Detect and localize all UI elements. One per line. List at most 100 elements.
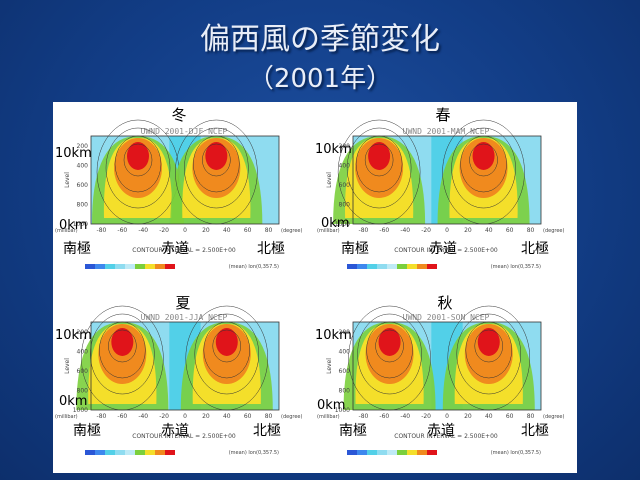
x-tick-label: 20 xyxy=(464,413,472,420)
colorbar-swatch xyxy=(145,264,155,269)
x-tick-label: -40 xyxy=(138,413,148,420)
y-axis-label: Level xyxy=(64,358,71,374)
contour-interval-text: CONTOUR INTERVAL = 2.500E+00 xyxy=(394,433,498,440)
x-tick-label: -20 xyxy=(159,227,169,234)
x-tick-label: 80 xyxy=(265,227,273,234)
contour-line xyxy=(456,313,522,395)
equator-label: 赤道 xyxy=(429,241,457,257)
y-axis-label: Level xyxy=(326,358,333,374)
x-tick-label: 40 xyxy=(223,413,231,420)
panel-summer: UWND_2001-JJA_NCEP -80 -60 -40 -20 0 20 40 60 80 2… xyxy=(53,288,315,473)
jet-stream-north xyxy=(170,119,263,225)
x-tick-label: 20 xyxy=(202,227,210,234)
x-tick-label: -60 xyxy=(379,413,389,420)
x-unit-label: (degree) xyxy=(281,228,302,234)
south-pole-label: 南極 xyxy=(339,423,367,439)
y-tick-label: 1000 xyxy=(335,221,350,228)
contour-line xyxy=(375,329,404,363)
y-tick-label: 400 xyxy=(339,162,351,169)
contour-line xyxy=(469,143,498,177)
contour-plot: UWND_2001-JJA_NCEP -80 -60 -40 -20 0 20 40 60 80 2… xyxy=(55,305,302,456)
x-tick-label: 0 xyxy=(183,227,187,234)
x-tick-label: -20 xyxy=(421,227,431,234)
x-unit-label: (degree) xyxy=(543,228,564,234)
plot-frame xyxy=(352,135,542,225)
jet-core xyxy=(368,142,391,170)
colorbar-swatch xyxy=(115,450,125,455)
contour-line xyxy=(202,143,231,177)
y-tick-label: 600 xyxy=(77,182,89,189)
slide-subtitle: （2001年） xyxy=(247,64,393,94)
x-unit-label: (degree) xyxy=(543,414,564,420)
jet-stream-south xyxy=(92,119,184,225)
colorbar-swatch xyxy=(397,450,407,455)
y-tick-label: 1000 xyxy=(73,221,88,228)
y-unit-label: (millibar) xyxy=(317,414,340,420)
colorbar-swatch xyxy=(125,450,135,455)
y-tick-label: 200 xyxy=(339,329,351,336)
jet-stream-north xyxy=(180,305,273,411)
x-tick-label: 80 xyxy=(527,413,535,420)
colorbar-swatch xyxy=(115,264,125,269)
height-label-bottom: 0km xyxy=(321,216,350,231)
contour-plot: UWND_2001-SON_NCEP -80 -60 -40 -20 0 20 40 60 80 2… xyxy=(317,305,564,456)
jet-core xyxy=(111,328,134,356)
y-tick-label: 400 xyxy=(77,348,89,355)
x-tick-label: -60 xyxy=(379,227,389,234)
plot-header: UWND_2001-JJA_NCEP xyxy=(141,313,228,322)
x-tick-label: -40 xyxy=(400,227,410,234)
colorbar-swatch xyxy=(427,264,437,269)
height-label-top: 10km xyxy=(315,328,352,343)
y-axis-label: Level xyxy=(326,172,333,188)
colorbar-swatch xyxy=(105,264,115,269)
x-tick-label: 20 xyxy=(464,227,472,234)
contour-interval-text: CONTOUR INTERVAL = 2.500E+00 xyxy=(132,247,236,254)
x-tick-label: 60 xyxy=(506,227,514,234)
contour-interval-text: CONTOUR INTERVAL = 2.500E+00 xyxy=(394,247,498,254)
y-tick-label: 600 xyxy=(77,368,89,375)
colorbar-swatch xyxy=(367,450,377,455)
contour-line xyxy=(123,143,153,177)
plot-header: UWND_2001-DJF_NCEP xyxy=(141,127,228,136)
plot-header: UWND_2001-MAM_NCEP xyxy=(403,127,490,136)
jet-stream-south xyxy=(343,305,436,411)
jet-core xyxy=(127,142,149,170)
y-tick-label: 800 xyxy=(339,201,351,208)
colorbar-swatch xyxy=(155,264,165,269)
equator-label: 赤道 xyxy=(427,423,455,439)
y-tick-label: 1000 xyxy=(73,407,88,414)
plot-header: UWND_2001-SON_NCEP xyxy=(403,313,490,322)
colorbar-swatch xyxy=(407,264,417,269)
height-label-bottom: 0km xyxy=(59,218,88,233)
x-tick-label: 60 xyxy=(506,413,514,420)
contour-line xyxy=(474,329,504,363)
colorbar-swatch xyxy=(95,450,105,455)
x-tick-label: -80 xyxy=(359,227,369,234)
colorbar-swatch xyxy=(387,450,397,455)
contour-interval-text: CONTOUR INTERVAL = 2.500E+00 xyxy=(132,433,236,440)
colorbar-swatch xyxy=(85,450,95,455)
season-label: 秋 xyxy=(437,294,453,312)
jet-core xyxy=(472,142,495,170)
y-unit-label: (millibar) xyxy=(55,414,78,420)
x-tick-label: -20 xyxy=(159,413,169,420)
colorbar-swatch xyxy=(387,264,397,269)
x-tick-label: -20 xyxy=(421,413,431,420)
panel-winter: UWND_2001-DJF_NCEP -80 -60 -40 -20 0 20 40 60 80 2… xyxy=(53,102,315,287)
season-label: 春 xyxy=(435,106,451,124)
x-tick-label: 0 xyxy=(445,227,449,234)
x-tick-label: 60 xyxy=(244,413,252,420)
y-tick-label: 800 xyxy=(77,201,89,208)
jet-core xyxy=(215,328,238,356)
colorbar-swatch xyxy=(105,450,115,455)
footer-right-text: (mean) lon(0,357.5) xyxy=(229,264,279,270)
contour-line xyxy=(194,313,260,395)
y-tick-label: 600 xyxy=(339,182,351,189)
colorbar-swatch xyxy=(125,264,135,269)
colorbar-swatch xyxy=(377,264,387,269)
season-label: 夏 xyxy=(175,294,191,312)
contour-line xyxy=(451,127,516,209)
height-label-top: 10km xyxy=(55,146,92,161)
y-tick-label: 200 xyxy=(77,143,89,150)
north-pole-label: 北極 xyxy=(521,423,549,439)
